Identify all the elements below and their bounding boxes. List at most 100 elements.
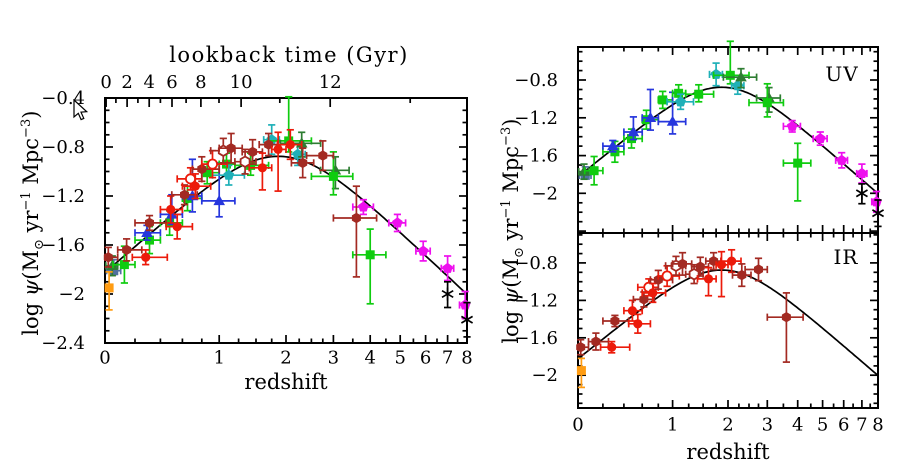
data-point-marker: [856, 167, 868, 179]
data-point-marker: [442, 262, 453, 273]
y-tick-label: −2: [531, 183, 558, 204]
data-point-marker: [737, 269, 747, 281]
x-tick-label: 1: [213, 348, 224, 369]
data-point-marker: [710, 68, 722, 79]
ir-ir-points: [576, 248, 804, 389]
y-tick-label: −0.8: [514, 70, 558, 91]
data-point-marker: [365, 250, 375, 260]
x-tick-label: 8: [461, 348, 472, 369]
ir-panel-axes: [577, 232, 879, 409]
ylabel-open-paren: (M: [18, 250, 43, 280]
cursor-arrow-icon: [73, 99, 89, 121]
data-point-marker: [793, 158, 803, 168]
data-point-marker: [754, 264, 763, 275]
data-point-marker: [725, 70, 735, 80]
x-tick-label: 4: [792, 415, 803, 436]
data-point-marker: [627, 306, 637, 316]
data-point-marker: [248, 146, 258, 158]
lookback-tick-label: 6: [166, 72, 177, 93]
data-point-marker: [855, 186, 868, 200]
data-point-marker: [661, 270, 673, 282]
ylabel-yr: yr: [498, 218, 523, 248]
data-point-marker: [814, 133, 826, 144]
x-tick-label: 6: [420, 348, 431, 369]
left-ir-points: [103, 128, 378, 311]
lookback-tick-label: 8: [195, 72, 206, 93]
y-tick-label: −1.6: [514, 146, 558, 167]
data-point-marker: [653, 274, 663, 285]
data-point-marker: [610, 315, 620, 327]
ylabel-close-paren: ): [18, 110, 43, 119]
data-point-marker: [871, 196, 882, 207]
data-point-marker: [589, 166, 599, 176]
data-point-marker: [781, 312, 791, 323]
ylabel-psi: ψ: [498, 287, 523, 305]
data-point-marker: [351, 212, 361, 224]
ylabel-psi: ψ: [18, 279, 43, 297]
y-tick-label: −2: [531, 365, 558, 386]
data-point-marker: [460, 313, 474, 327]
sun-symbol: ⊙: [512, 247, 528, 258]
ylabel-log: log: [498, 304, 523, 344]
data-point-marker: [678, 258, 687, 270]
data-point-marker: [786, 120, 798, 131]
data-point-marker: [190, 181, 200, 191]
data-point-marker: [104, 283, 114, 293]
x-tick-label: 8: [872, 415, 883, 436]
y-tick-label: −2.4: [41, 333, 85, 354]
x-tick-label: 0: [99, 348, 110, 369]
data-point-marker: [103, 252, 113, 263]
data-point-marker: [694, 89, 704, 99]
lookback-tick-label: 0: [100, 72, 111, 93]
fit-curve: [577, 86, 879, 195]
x-tick-label: 1: [667, 415, 678, 436]
lookback-axis-title: lookback time (Gyr): [169, 43, 409, 67]
data-point-marker: [688, 267, 700, 281]
data-point-marker: [648, 288, 658, 298]
data-point-marker: [703, 274, 714, 284]
data-point-marker: [328, 171, 338, 181]
data-point-marker: [119, 260, 129, 270]
right-yaxis-title: log ψ(M⊙ yr−1 Mpc−3): [499, 31, 527, 431]
left-yaxis-title: log ψ(M⊙ yr−1 Mpc−3): [19, 23, 47, 423]
data-point-marker: [735, 71, 747, 82]
data-point-marker: [576, 366, 586, 376]
data-point-marker: [871, 206, 885, 220]
uv-uv-points: [577, 40, 885, 228]
x-tick-label: 7: [442, 348, 453, 369]
ir-panel-label: IR: [833, 245, 859, 269]
ylabel-sup1: −1: [498, 199, 514, 219]
left-ytick-labels: −0.4−0.8−1.2−1.6−2−2.4: [41, 88, 85, 354]
ir-ytick-labels: −0.8 −1.2 −1.6 −2: [514, 253, 558, 386]
fit-curve: [577, 269, 879, 377]
data-point-marker: [675, 96, 686, 107]
data-point-marker: [633, 319, 643, 329]
data-point-marker: [257, 163, 267, 173]
data-point-marker: [591, 336, 601, 347]
data-point-marker: [141, 252, 151, 262]
ylabel-mpc: Mpc: [18, 137, 43, 192]
data-point-marker: [716, 260, 727, 270]
data-point-marker: [666, 115, 679, 126]
lookback-tick-label: 2: [121, 72, 132, 93]
data-point-marker: [836, 154, 848, 165]
data-point-marker: [627, 134, 636, 144]
data-point-marker: [417, 245, 429, 256]
data-point-marker: [392, 217, 403, 228]
x-tick-label: 7: [856, 415, 867, 436]
right-xaxis-title: redshift: [686, 440, 770, 464]
data-point-marker: [202, 168, 212, 178]
data-point-marker: [441, 287, 454, 301]
data-point-marker: [145, 217, 154, 229]
x-tick-label: 6: [838, 415, 849, 436]
data-point-marker: [207, 158, 218, 170]
data-point-marker: [639, 294, 649, 305]
ylabel-log: log: [18, 296, 43, 336]
y-tick-label: −1.2: [514, 290, 558, 311]
data-point-marker: [239, 155, 251, 168]
panel-border: [104, 97, 468, 344]
